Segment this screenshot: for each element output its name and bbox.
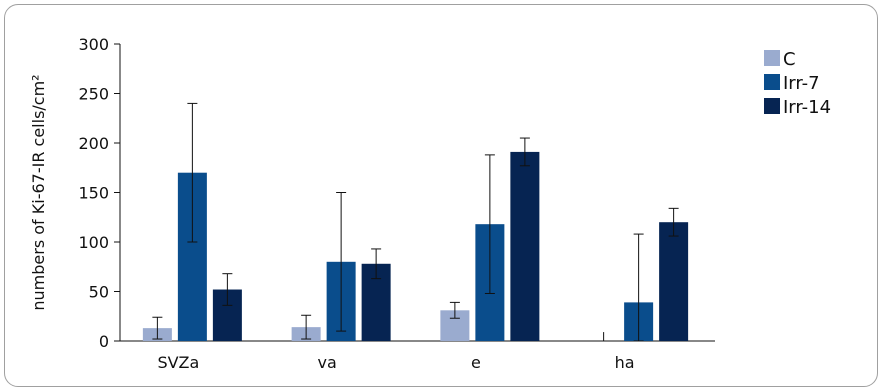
y-axis-label: numbers of Ki-67-IR cells/cm² xyxy=(29,74,48,310)
x-tick-label: va xyxy=(317,353,336,372)
x-tick-label: ha xyxy=(615,353,635,372)
legend-swatch xyxy=(764,98,780,114)
legend-label: C xyxy=(783,49,796,70)
bar xyxy=(510,151,540,341)
y-tick-label: 100 xyxy=(78,233,109,252)
legend-label: Irr-7 xyxy=(783,73,820,94)
y-tick-label: 50 xyxy=(89,283,109,302)
legend-label: Irr-14 xyxy=(783,97,831,118)
bar xyxy=(659,222,689,341)
y-tick-label: 200 xyxy=(78,134,109,153)
y-tick-label: 300 xyxy=(78,35,109,54)
legend-swatch xyxy=(764,74,780,90)
x-tick-label: e xyxy=(471,353,481,372)
legend-swatch xyxy=(764,50,780,66)
chart-frame xyxy=(4,4,878,387)
y-tick-label: 150 xyxy=(78,184,109,203)
y-tick-label: 250 xyxy=(78,85,109,104)
y-tick-label: 0 xyxy=(99,332,109,351)
x-tick-label: SVZa xyxy=(157,353,199,372)
